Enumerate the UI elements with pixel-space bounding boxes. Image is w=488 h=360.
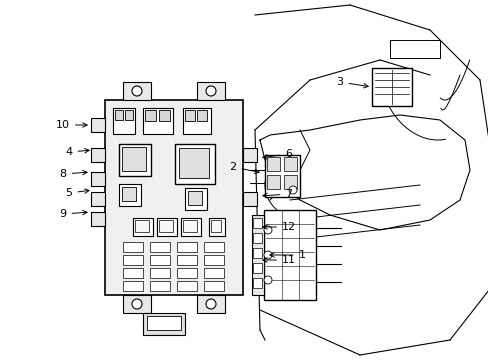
Bar (252, 263, 262, 273)
Bar (203, 281, 224, 291)
Bar (123, 82, 151, 100)
Text: 9: 9 (60, 209, 87, 219)
Circle shape (205, 86, 216, 96)
Bar (125, 110, 133, 120)
Bar (150, 255, 170, 265)
Bar (177, 255, 197, 265)
Circle shape (264, 226, 271, 234)
Bar (147, 316, 181, 330)
Bar (203, 268, 224, 278)
Bar (113, 108, 135, 134)
Bar (122, 147, 146, 171)
Bar (252, 278, 262, 288)
Bar (135, 220, 149, 232)
Bar (177, 268, 197, 278)
Bar (266, 175, 280, 189)
Circle shape (264, 251, 271, 259)
Text: 11: 11 (263, 255, 295, 265)
Bar (197, 295, 224, 313)
Bar (150, 281, 170, 291)
Bar (159, 220, 173, 232)
Bar (252, 248, 262, 258)
Bar (251, 215, 264, 295)
Bar (243, 192, 257, 206)
Bar (119, 144, 151, 176)
Bar (252, 218, 262, 228)
Bar (208, 218, 224, 236)
Bar (264, 155, 299, 197)
Bar (157, 218, 177, 236)
Circle shape (132, 299, 142, 309)
Bar (142, 313, 184, 335)
Bar (123, 268, 142, 278)
Bar (203, 242, 224, 252)
Text: 8: 8 (60, 169, 87, 179)
Bar (123, 281, 142, 291)
Text: 1: 1 (269, 250, 305, 260)
Circle shape (264, 276, 271, 284)
Bar (184, 188, 206, 210)
Bar (264, 210, 315, 300)
Bar (252, 233, 262, 243)
Bar (142, 108, 173, 134)
Text: 4: 4 (65, 147, 89, 157)
Bar (91, 118, 105, 132)
Bar (210, 220, 221, 232)
Text: 7: 7 (263, 189, 292, 199)
Bar (150, 242, 170, 252)
Bar (123, 295, 151, 313)
Bar (184, 110, 195, 121)
Bar (284, 175, 296, 189)
Bar (177, 281, 197, 291)
Bar (266, 157, 280, 171)
Bar (91, 148, 105, 162)
Bar (187, 191, 202, 205)
Bar (115, 110, 123, 120)
Bar (91, 172, 105, 186)
Circle shape (205, 299, 216, 309)
Text: 6: 6 (262, 149, 292, 159)
Circle shape (288, 186, 296, 194)
Bar (197, 110, 206, 121)
Bar (150, 268, 170, 278)
Bar (183, 108, 210, 134)
Bar (371, 68, 411, 106)
Bar (203, 255, 224, 265)
Text: 5: 5 (65, 188, 89, 198)
Bar (123, 255, 142, 265)
Bar (181, 218, 201, 236)
Bar (197, 82, 224, 100)
Bar (133, 218, 153, 236)
Bar (91, 192, 105, 206)
Bar (119, 184, 141, 206)
Text: 10: 10 (56, 120, 87, 130)
Circle shape (132, 86, 142, 96)
Bar (179, 148, 208, 178)
Text: 12: 12 (263, 222, 295, 232)
Text: 3: 3 (336, 77, 367, 88)
Bar (183, 220, 197, 232)
Bar (105, 100, 243, 295)
Bar (243, 148, 257, 162)
Bar (159, 110, 170, 121)
Bar (91, 212, 105, 226)
Bar (175, 144, 215, 184)
Bar (122, 187, 136, 201)
Bar (284, 157, 296, 171)
Bar (145, 110, 156, 121)
Text: 2: 2 (229, 162, 259, 174)
Bar (177, 242, 197, 252)
Bar (389, 40, 439, 58)
Bar (123, 242, 142, 252)
